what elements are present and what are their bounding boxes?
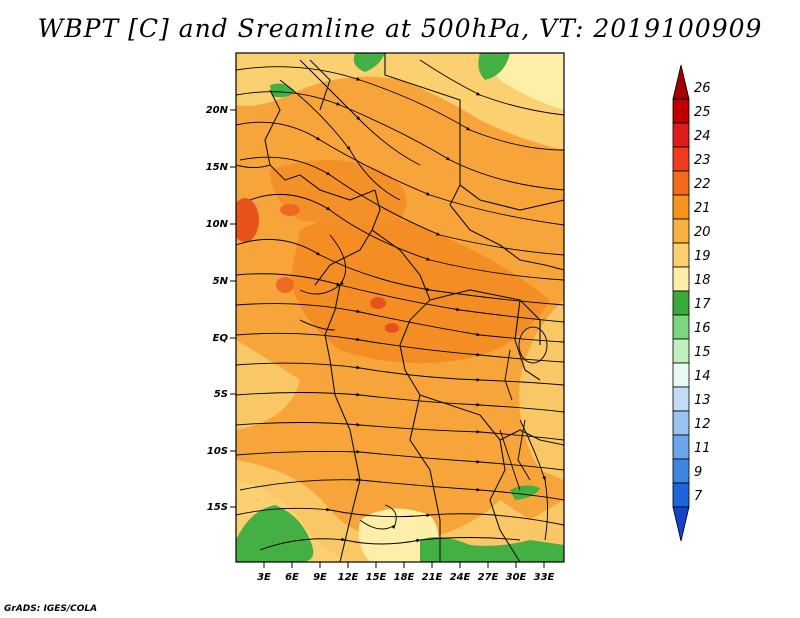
colorbar-swatch: [672, 194, 690, 220]
colorbar-swatch: [672, 290, 690, 316]
colorbar-label: 15: [694, 345, 711, 360]
wbpt-zone-cool-s: [420, 536, 564, 562]
lat-label: 15N: [206, 162, 229, 173]
colorbar-label: 23: [694, 153, 711, 168]
colorbar-swatch: [672, 338, 690, 364]
wbpt-spot-hot-west: [236, 198, 259, 242]
colorbar-label: 24: [694, 129, 711, 144]
lat-label: 10S: [207, 446, 228, 457]
colorbar-label: 12: [694, 417, 711, 432]
colorbar-swatch: [672, 266, 690, 292]
colorbar-swatch: [672, 242, 690, 268]
colorbar-swatch: [672, 122, 690, 148]
lon-label: 9E: [313, 572, 327, 583]
colorbar-swatch: [672, 170, 690, 196]
wbpt-spot-hot-nw: [280, 204, 300, 216]
lat-label: 15S: [207, 502, 228, 513]
colorbar-label: 21: [694, 201, 711, 216]
country-borders: [236, 53, 564, 562]
colorbar-label: 13: [694, 393, 711, 408]
colorbar-swatch: [672, 506, 690, 542]
colorbar-swatch: [672, 434, 690, 460]
wbpt-zone-pale-s: [358, 508, 438, 562]
credit-text: GrADS: IGES/COLA: [4, 604, 98, 614]
wbpt-spot-hot-center: [370, 297, 386, 309]
lat-label: 5S: [214, 389, 228, 400]
colorbar-label: 17: [694, 297, 711, 312]
colorbar-swatch: [672, 64, 690, 100]
colorbar-swatch: [672, 98, 690, 124]
colorbar-label: 9: [694, 465, 702, 480]
colorbar-label: 26: [694, 81, 711, 96]
wbpt-zone-cool-se: [510, 485, 540, 500]
lon-label: 12E: [338, 572, 359, 583]
wbpt-zone-light-north: [236, 53, 564, 150]
wbpt-zone-light-west: [236, 340, 300, 430]
lakes: [504, 326, 548, 481]
wbpt-spot-hot-east: [385, 323, 399, 333]
wbpt-zone-light-south: [236, 460, 564, 562]
latitude-axis: 20N 15N 10N 5N EQ 5S 10S 15S: [206, 105, 236, 513]
lat-label: 5N: [213, 276, 229, 287]
lon-label: 24E: [450, 572, 471, 583]
colorbar-label: 7: [694, 489, 703, 504]
colorbar-swatch: [672, 218, 690, 244]
wbpt-zone-cool-n: [353, 53, 385, 72]
wbpt-spot-hot-sw: [276, 277, 294, 293]
lat-label: 10N: [206, 219, 229, 230]
colorbar-label: 16: [694, 321, 711, 336]
lon-label: 21E: [422, 572, 443, 583]
lon-label: 3E: [257, 572, 271, 583]
colorbar-swatch: [672, 362, 690, 388]
colorbar-swatch: [672, 314, 690, 340]
colorbar-label: 11: [694, 441, 711, 456]
colorbar-label: 14: [694, 369, 711, 384]
lon-label: 18E: [394, 572, 415, 583]
map-plot-area: [236, 53, 564, 562]
chart-title: WBPT [C] and Sreamline at 500hPa, VT: 20…: [37, 14, 763, 43]
lon-label: 15E: [366, 572, 387, 583]
lon-label: 27E: [478, 572, 499, 583]
wbpt-zone-cool-ne: [478, 53, 510, 80]
lat-label: 20N: [206, 105, 229, 116]
colorbar: 26 25 24 23 22 21 20 19 18 17 16 15 14 13 12 11 9 7: [672, 64, 711, 542]
wbpt-zone-cool-sw: [236, 505, 314, 562]
colorbar-label: 19: [694, 249, 711, 264]
colorbar-swatch: [672, 146, 690, 172]
lat-label: EQ: [213, 333, 229, 344]
colorbar-swatch: [672, 482, 690, 508]
lon-label: 6E: [285, 572, 299, 583]
colorbar-swatch: [672, 458, 690, 484]
colorbar-label: 18: [694, 273, 711, 288]
lon-label: 30E: [506, 572, 527, 583]
colorbar-swatch: [672, 386, 690, 412]
colorbar-label: 22: [694, 177, 711, 192]
colorbar-label: 25: [694, 105, 711, 120]
colorbar-swatch: [672, 410, 690, 436]
longitude-axis: 3E 6E 9E 12E 15E 18E 21E 24E 27E 30E 33E: [257, 562, 555, 583]
lon-label: 33E: [534, 572, 555, 583]
colorbar-label: 20: [694, 225, 711, 240]
map-frame: [235, 52, 565, 563]
